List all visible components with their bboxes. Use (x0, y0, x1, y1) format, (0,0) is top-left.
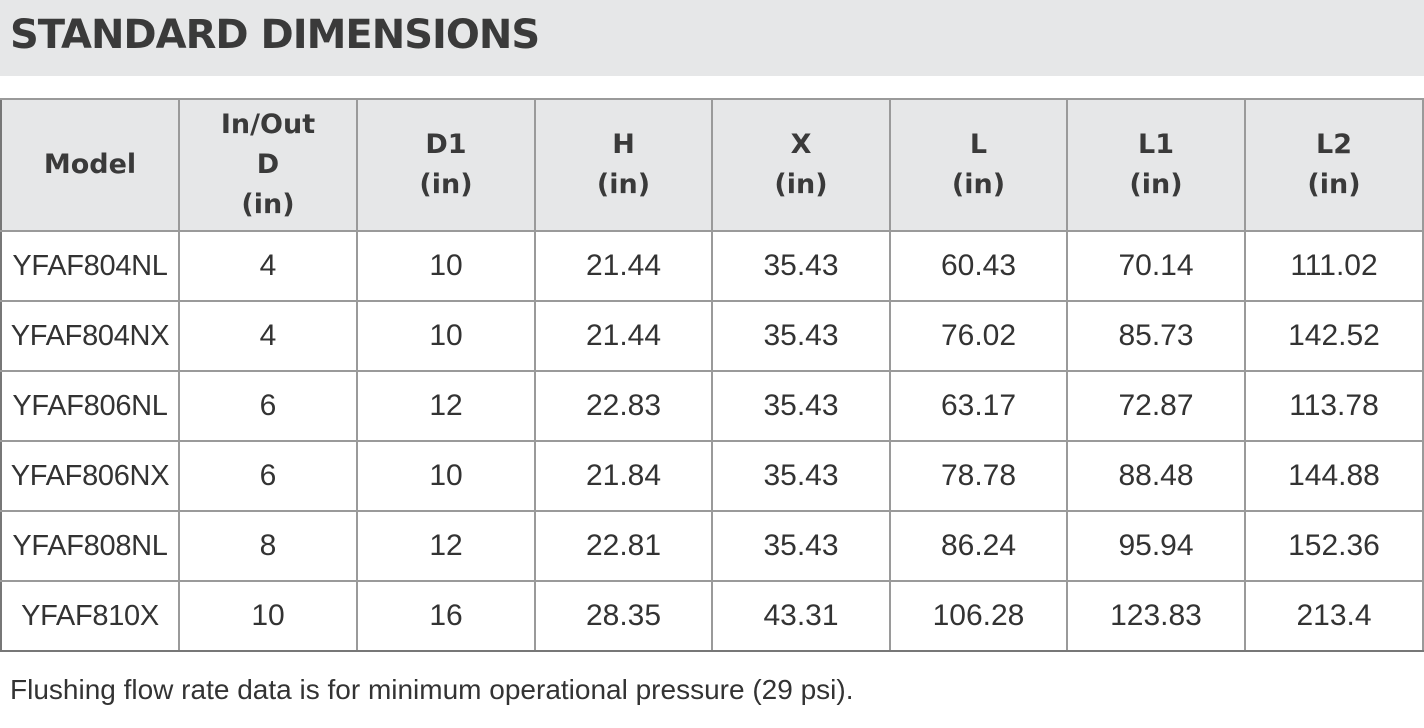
cell-l2: 152.36 (1244, 510, 1424, 582)
cell-h: 21.84 (534, 440, 713, 512)
header-line: (in) (419, 169, 473, 200)
table-row: YFAF804NL 4 10 21.44 35.43 60.43 70.14 1… (0, 230, 1424, 302)
table-row: YFAF806NL 6 12 22.83 35.43 63.17 72.87 1… (0, 370, 1424, 442)
table-row: YFAF806NX 6 10 21.84 35.43 78.78 88.48 1… (0, 440, 1424, 512)
cell-inout-d: 4 (178, 230, 358, 302)
cell-l1: 95.94 (1066, 510, 1246, 582)
header-d1: D1 (in) (356, 98, 536, 232)
header-l1: L1 (in) (1066, 98, 1246, 232)
header-row: Model In/Out D (in) D1 (in) H (in) X (in… (0, 98, 1424, 232)
cell-d1: 12 (356, 370, 536, 442)
table-row: YFAF804NX 4 10 21.44 35.43 76.02 85.73 1… (0, 300, 1424, 372)
cell-inout-d: 4 (178, 300, 358, 372)
cell-model: YFAF808NL (0, 510, 180, 582)
cell-model: YFAF806NL (0, 370, 180, 442)
cell-l: 106.28 (889, 580, 1068, 652)
cell-d1: 10 (356, 300, 536, 372)
cell-l1: 88.48 (1066, 440, 1246, 512)
cell-l1: 72.87 (1066, 370, 1246, 442)
cell-x: 35.43 (711, 230, 891, 302)
cell-inout-d: 6 (178, 370, 358, 442)
cell-l2: 113.78 (1244, 370, 1424, 442)
cell-l: 78.78 (889, 440, 1068, 512)
header-inout-d: In/Out D (in) (178, 98, 358, 232)
cell-l: 63.17 (889, 370, 1068, 442)
cell-l2: 144.88 (1244, 440, 1424, 512)
header-line: (in) (1307, 169, 1361, 200)
cell-inout-d: 10 (178, 580, 358, 652)
cell-x: 35.43 (711, 370, 891, 442)
cell-l: 86.24 (889, 510, 1068, 582)
cell-x: 35.43 (711, 440, 891, 512)
cell-l2: 213.4 (1244, 580, 1424, 652)
header-l: L (in) (889, 98, 1068, 232)
cell-inout-d: 8 (178, 510, 358, 582)
header-line: (in) (596, 169, 651, 200)
cell-l2: 111.02 (1244, 230, 1424, 302)
cell-d1: 10 (356, 230, 536, 302)
cell-x: 35.43 (711, 510, 891, 582)
header-l2: L2 (in) (1244, 98, 1424, 232)
header-line: (in) (241, 189, 295, 220)
header-h: H (in) (534, 98, 713, 232)
header-line: D (256, 149, 280, 180)
footnote: Flushing flow rate data is for minimum o… (10, 674, 854, 705)
table-row: YFAF808NL 8 12 22.81 35.43 86.24 95.94 1… (0, 510, 1424, 582)
cell-h: 28.35 (534, 580, 713, 652)
cell-model: YFAF804NX (0, 300, 180, 372)
cell-x: 35.43 (711, 300, 891, 372)
cell-d1: 16 (356, 580, 536, 652)
cell-l: 60.43 (889, 230, 1068, 302)
header-model: Model (0, 98, 180, 232)
header-line: X (790, 129, 812, 160)
cell-h: 21.44 (534, 230, 713, 302)
cell-l: 76.02 (889, 300, 1068, 372)
header-line: L1 (1138, 129, 1174, 160)
title-bar: STANDARD DIMENSIONS (0, 0, 1424, 76)
header-line: D1 (425, 129, 467, 160)
header-line: (in) (1129, 169, 1183, 200)
cell-d1: 10 (356, 440, 536, 512)
header-line: (in) (951, 169, 1006, 200)
cell-model: YFAF804NL (0, 230, 180, 302)
header-line: (in) (774, 169, 828, 200)
header-line: L (969, 129, 988, 160)
cell-d1: 12 (356, 510, 536, 582)
cell-l1: 85.73 (1066, 300, 1246, 372)
header-line: H (612, 129, 635, 160)
header-line: In/Out (220, 109, 316, 140)
dimensions-table: Model In/Out D (in) D1 (in) H (in) X (in… (0, 98, 1424, 652)
cell-l1: 70.14 (1066, 230, 1246, 302)
table-row: YFAF810X 10 16 28.35 43.31 106.28 123.83… (0, 580, 1424, 652)
cell-h: 21.44 (534, 300, 713, 372)
header-line: L2 (1316, 129, 1352, 160)
cell-l1: 123.83 (1066, 580, 1246, 652)
cell-l2: 142.52 (1244, 300, 1424, 372)
cell-inout-d: 6 (178, 440, 358, 512)
page-title: STANDARD DIMENSIONS (10, 12, 540, 58)
cell-h: 22.83 (534, 370, 713, 442)
cell-model: YFAF806NX (0, 440, 180, 512)
header-line: Model (43, 149, 137, 180)
cell-x: 43.31 (711, 580, 891, 652)
cell-model: YFAF810X (0, 580, 180, 652)
header-x: X (in) (711, 98, 891, 232)
cell-h: 22.81 (534, 510, 713, 582)
